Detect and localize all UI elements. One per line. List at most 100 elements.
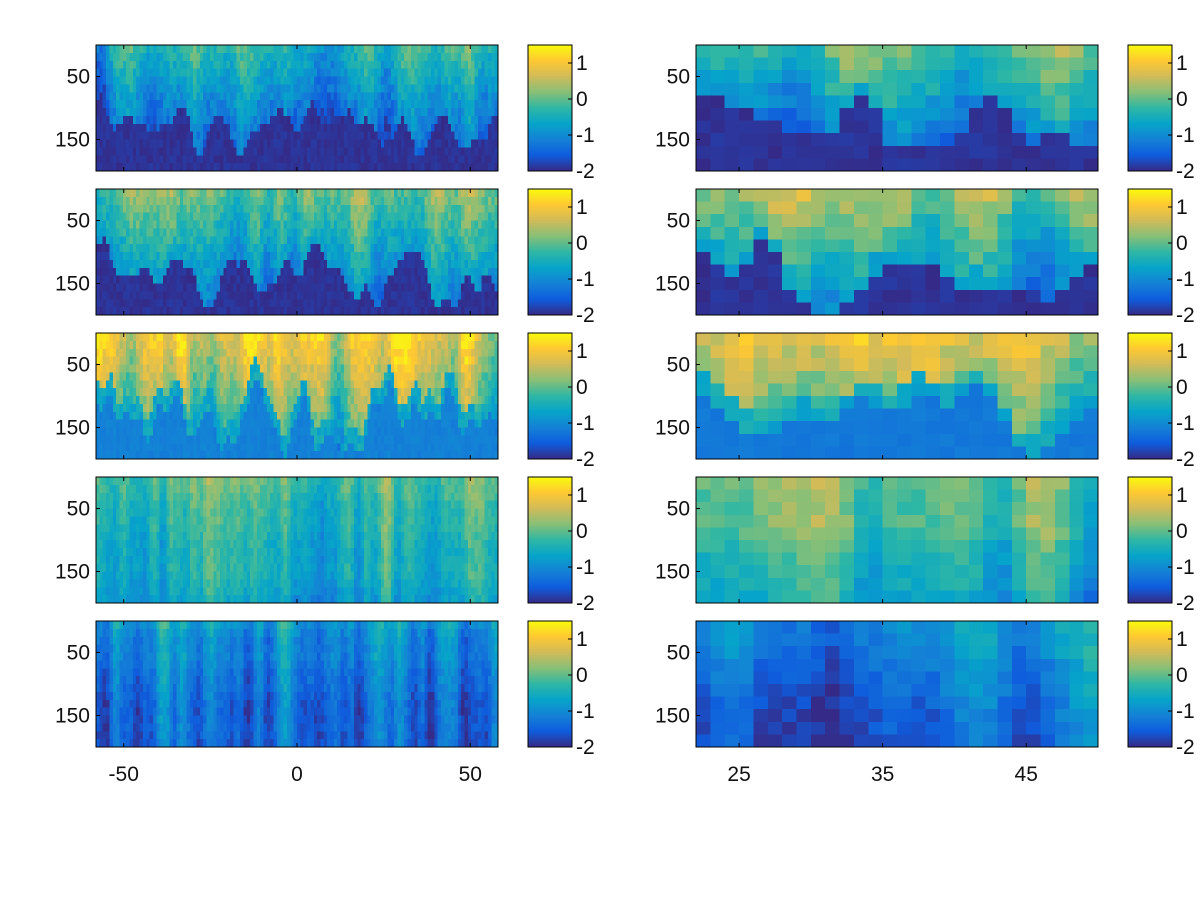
heatmap-cell	[246, 348, 251, 358]
heatmap-cell	[447, 236, 452, 245]
heatmap-cell	[223, 108, 228, 117]
heatmap-cell	[230, 372, 234, 381]
heatmap-cell	[206, 52, 211, 62]
heatmap-cell	[340, 52, 345, 62]
heatmap-cell	[444, 340, 449, 350]
heatmap-cell	[310, 60, 315, 70]
heatmap-cell	[149, 267, 154, 277]
heatmap-cell	[176, 155, 181, 164]
heatmap-cell	[250, 92, 255, 101]
heatmap-cell	[882, 70, 898, 84]
heatmap-cell	[343, 364, 348, 373]
heatmap-cell	[286, 291, 291, 300]
heatmap-cell	[313, 333, 318, 342]
heatmap-cell	[159, 45, 164, 54]
heatmap-cell	[367, 307, 372, 316]
heatmap-cell	[173, 60, 177, 70]
heatmap-cell	[330, 259, 335, 269]
heatmap-cell	[1069, 70, 1085, 84]
heatmap-cell	[427, 220, 432, 229]
heatmap-cell	[343, 108, 348, 117]
heatmap-cell	[226, 204, 231, 214]
heatmap-cell	[360, 139, 365, 148]
heatmap-cell	[240, 100, 244, 109]
heatmap-cell	[370, 204, 375, 214]
heatmap-cell	[112, 275, 117, 285]
heatmap-cell	[159, 189, 164, 198]
heatmap-cells	[96, 333, 499, 460]
heatmap-cell	[96, 259, 100, 269]
heatmap-cell	[183, 76, 188, 85]
heatmap-cell	[226, 212, 231, 222]
heatmap-cell	[266, 220, 271, 229]
heatmap-cell	[451, 204, 456, 214]
heatmap-cell	[273, 283, 278, 292]
heatmap-cell	[481, 364, 486, 373]
heatmap-cell	[954, 133, 970, 147]
heatmap-cell	[825, 45, 841, 59]
heatmap-cell	[400, 139, 405, 148]
heatmap-cell	[337, 267, 342, 277]
heatmap-cell	[250, 147, 255, 156]
heatmap-cell	[394, 220, 399, 229]
heatmap-cell	[293, 364, 298, 373]
heatmap-cell	[367, 212, 372, 222]
heatmap-cell	[142, 60, 147, 70]
heatmap-cell	[233, 100, 238, 109]
heatmap-cell	[404, 307, 409, 316]
heatmap-cell	[410, 115, 415, 125]
heatmap-cell	[364, 68, 368, 78]
heatmap-cell	[447, 259, 452, 269]
heatmap-cell	[457, 189, 462, 198]
heatmap-cell	[337, 291, 342, 300]
heatmap-cell	[347, 212, 352, 222]
heatmap-cell	[250, 45, 255, 54]
heatmap-cell	[461, 220, 466, 229]
heatmap-cell	[273, 196, 278, 206]
heatmap-cell	[454, 52, 459, 62]
heatmap-cell	[129, 68, 134, 78]
heatmap-cell	[377, 228, 382, 237]
heatmap-cell	[246, 220, 251, 229]
heatmap-cell	[307, 228, 311, 237]
heatmap-cell	[1040, 45, 1056, 59]
heatmap-cell	[467, 108, 472, 117]
heatmap-cell	[477, 163, 482, 172]
heatmap-cell	[1083, 145, 1099, 159]
heatmap-cell	[139, 68, 144, 78]
heatmap-cell	[477, 108, 482, 117]
heatmap-cell	[132, 372, 137, 381]
heatmap-cell	[357, 115, 362, 125]
heatmap-cell	[454, 163, 459, 172]
heatmap-cell	[297, 212, 301, 222]
heatmap-cell	[112, 123, 117, 133]
heatmap-cell	[250, 139, 255, 148]
heatmap-cell	[384, 45, 389, 54]
heatmap-cell	[136, 275, 141, 285]
heatmap-cell	[424, 228, 429, 237]
heatmap-cell	[216, 380, 221, 389]
heatmap-cell	[206, 155, 211, 164]
heatmap-cell	[323, 131, 328, 141]
heatmap-cell	[330, 291, 335, 300]
heatmap-cell	[839, 45, 855, 59]
heatmap-cell	[484, 283, 489, 292]
heatmap-cell	[404, 204, 409, 214]
heatmap-cell	[451, 123, 456, 133]
heatmap-cell	[370, 228, 375, 237]
heatmap-cell	[437, 84, 442, 93]
heatmap-cell	[183, 291, 188, 300]
heatmap-cell	[233, 291, 238, 300]
heatmap-cell	[441, 236, 445, 245]
heatmap-cell	[283, 275, 288, 285]
heatmap-cell	[364, 196, 368, 206]
heatmap-cell	[380, 244, 385, 253]
heatmap-cell	[179, 147, 184, 156]
heatmap-cell	[384, 60, 389, 70]
heatmap-cell	[420, 204, 425, 214]
heatmap-cell	[477, 356, 482, 366]
heatmap-cell	[494, 307, 499, 316]
heatmap-cell	[189, 147, 194, 156]
heatmap-cell	[441, 356, 445, 366]
heatmap-cell	[109, 204, 114, 214]
